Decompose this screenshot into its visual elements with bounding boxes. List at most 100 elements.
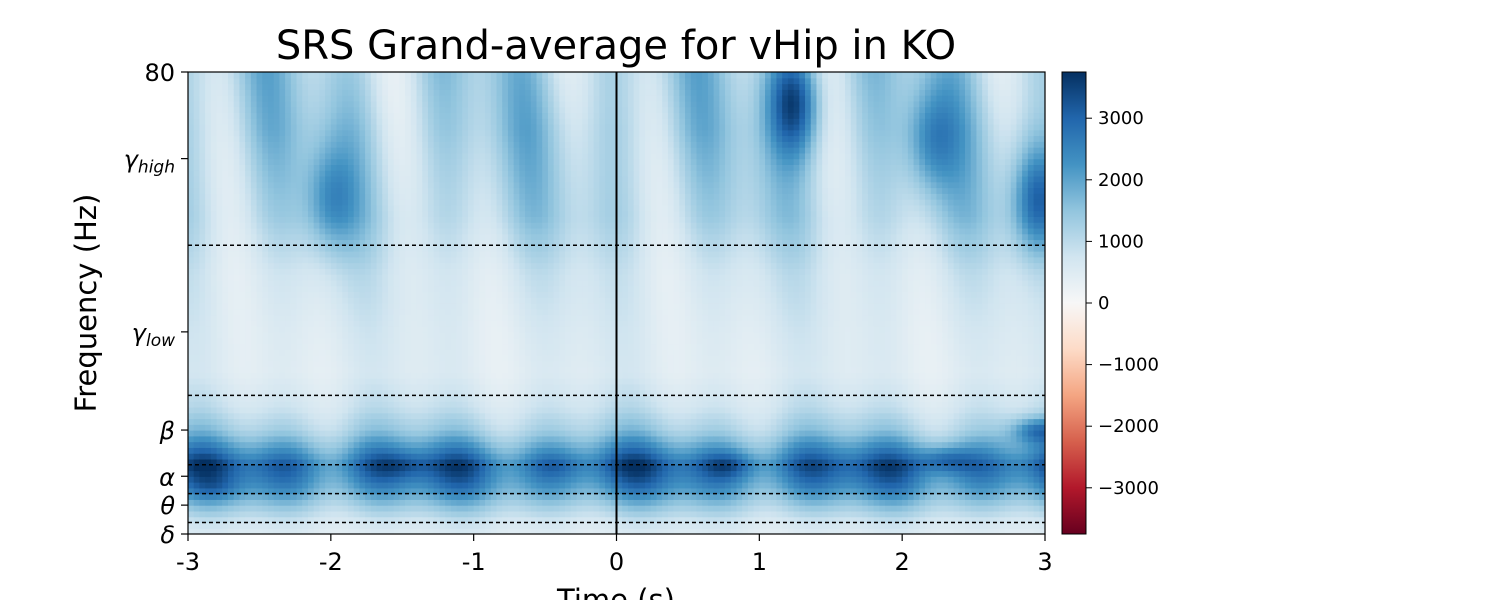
heatmap-cell bbox=[319, 424, 326, 431]
heatmap-cell bbox=[450, 95, 458, 102]
heatmap-cell bbox=[193, 100, 201, 108]
heatmap-cell bbox=[393, 337, 400, 345]
heatmap-cell bbox=[273, 418, 281, 425]
heatmap-cell bbox=[267, 256, 275, 264]
heatmap-cell bbox=[188, 152, 195, 160]
heatmap-cell bbox=[330, 522, 338, 529]
heatmap-cell bbox=[542, 453, 549, 460]
heatmap-cell bbox=[319, 135, 326, 142]
heatmap-cell bbox=[507, 175, 515, 183]
heatmap-cell bbox=[250, 360, 258, 368]
heatmap-cell bbox=[210, 453, 218, 460]
heatmap-cell bbox=[479, 499, 486, 506]
heatmap-cell bbox=[353, 458, 360, 466]
heatmap-cell bbox=[216, 106, 223, 114]
heatmap-cell bbox=[485, 268, 492, 275]
heatmap-cell bbox=[365, 89, 372, 96]
heatmap-cell bbox=[302, 95, 309, 102]
heatmap-cell bbox=[245, 424, 252, 431]
heatmap-cell bbox=[216, 441, 223, 448]
heatmap-cell bbox=[250, 366, 258, 373]
heatmap-cell bbox=[325, 141, 332, 148]
heatmap-cell bbox=[467, 401, 475, 408]
heatmap-cell bbox=[473, 164, 480, 171]
heatmap-cell bbox=[267, 181, 275, 189]
heatmap-cell bbox=[387, 256, 395, 264]
heatmap-cell bbox=[513, 106, 520, 114]
heatmap-cell bbox=[222, 204, 229, 212]
heatmap-cell bbox=[502, 164, 509, 171]
heatmap-cell bbox=[359, 222, 366, 229]
heatmap-cell bbox=[307, 204, 315, 212]
heatmap-cell bbox=[307, 89, 315, 96]
heatmap-cell bbox=[365, 152, 372, 160]
heatmap-cell bbox=[233, 210, 241, 217]
heatmap-cell bbox=[302, 447, 309, 454]
heatmap-cell bbox=[365, 510, 372, 518]
heatmap-cell bbox=[393, 528, 400, 534]
heatmap-cell bbox=[262, 95, 269, 102]
heatmap-cell bbox=[273, 262, 281, 269]
heatmap-cell bbox=[267, 158, 275, 165]
heatmap-cell bbox=[525, 147, 532, 154]
heatmap-cell bbox=[210, 147, 218, 154]
heatmap-cell bbox=[496, 141, 503, 148]
heatmap-cell bbox=[325, 193, 332, 200]
heatmap-cell bbox=[302, 199, 309, 206]
heatmap-cell bbox=[456, 378, 463, 385]
heatmap-cell bbox=[359, 268, 366, 275]
heatmap-cell bbox=[530, 510, 538, 518]
heatmap-cell bbox=[239, 326, 246, 333]
heatmap-cell bbox=[342, 89, 349, 96]
heatmap-cell bbox=[479, 147, 486, 154]
heatmap-cell bbox=[427, 337, 435, 345]
heatmap-cell bbox=[205, 216, 212, 223]
heatmap-cell bbox=[342, 354, 349, 362]
heatmap-cell bbox=[290, 118, 298, 125]
heatmap-cell bbox=[336, 227, 343, 235]
heatmap-cell bbox=[405, 118, 412, 125]
heatmap-cell bbox=[450, 170, 458, 177]
heatmap-cell bbox=[290, 83, 298, 90]
heatmap-cell bbox=[387, 251, 395, 258]
heatmap-cell bbox=[485, 412, 492, 420]
heatmap-cell bbox=[353, 354, 360, 362]
heatmap-cell bbox=[410, 464, 418, 472]
heatmap-cell bbox=[519, 326, 526, 333]
heatmap-cell bbox=[359, 129, 366, 137]
heatmap-cell bbox=[479, 337, 486, 345]
heatmap-cell bbox=[262, 320, 269, 327]
heatmap-cell bbox=[188, 464, 195, 472]
heatmap-cell bbox=[342, 83, 349, 90]
heatmap-cell bbox=[227, 199, 235, 206]
heatmap-cell bbox=[256, 378, 263, 385]
heatmap-cell bbox=[502, 222, 509, 229]
heatmap-cell bbox=[416, 83, 423, 90]
heatmap-cell bbox=[439, 337, 446, 345]
heatmap-cell bbox=[250, 222, 258, 229]
heatmap-cell bbox=[279, 199, 286, 206]
heatmap-cell bbox=[439, 453, 446, 460]
heatmap-cell bbox=[473, 83, 480, 90]
heatmap-cell bbox=[399, 152, 406, 160]
heatmap-cell bbox=[525, 135, 532, 142]
heatmap-cell bbox=[467, 89, 475, 96]
heatmap-cell bbox=[382, 285, 389, 293]
heatmap-cell bbox=[365, 129, 372, 137]
heatmap-cell bbox=[416, 152, 423, 160]
heatmap-cell bbox=[416, 510, 423, 518]
heatmap-cell bbox=[193, 395, 201, 402]
heatmap-cell bbox=[450, 412, 458, 420]
heatmap-cell bbox=[456, 268, 463, 275]
heatmap-cell bbox=[427, 141, 435, 148]
heatmap-cell bbox=[330, 458, 338, 466]
heatmap-cell bbox=[473, 331, 480, 339]
heatmap-cell bbox=[427, 193, 435, 200]
heatmap-cell bbox=[273, 285, 281, 293]
heatmap-cell bbox=[450, 366, 458, 373]
heatmap-cell bbox=[353, 239, 360, 246]
heatmap-cell bbox=[450, 297, 458, 304]
heatmap-cell bbox=[365, 354, 372, 362]
heatmap-cell bbox=[405, 222, 412, 229]
heatmap-cell bbox=[233, 158, 241, 165]
